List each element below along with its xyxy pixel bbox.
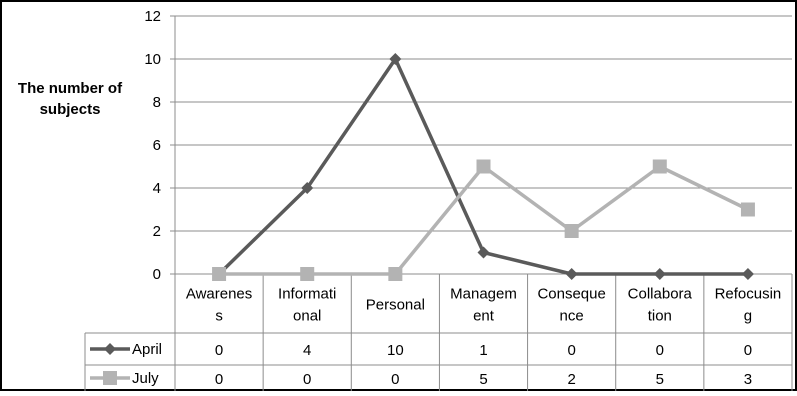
table-value: 3 bbox=[744, 371, 752, 388]
category-label: Conseque bbox=[537, 286, 605, 303]
y-tick-label: 2 bbox=[153, 223, 161, 240]
data-point-july bbox=[564, 224, 579, 238]
table-value: 0 bbox=[567, 342, 575, 359]
category-label: Personal bbox=[366, 297, 425, 314]
category-label: onal bbox=[293, 308, 321, 325]
table-value: 4 bbox=[303, 342, 311, 359]
data-point-july bbox=[388, 267, 403, 281]
y-tick-label: 12 bbox=[144, 8, 161, 25]
data-point-april bbox=[389, 53, 402, 65]
category-label: tion bbox=[648, 308, 672, 325]
category-label: Informati bbox=[278, 286, 336, 303]
table-value: 0 bbox=[744, 342, 752, 359]
table-value: 10 bbox=[387, 342, 404, 359]
table-value: 5 bbox=[479, 371, 487, 388]
table-value: 0 bbox=[215, 342, 223, 359]
table-value: 0 bbox=[303, 371, 311, 388]
y-tick-label: 4 bbox=[153, 180, 161, 197]
data-point-april bbox=[477, 246, 490, 259]
data-point-april bbox=[565, 268, 578, 280]
legend-series-name: April bbox=[132, 341, 162, 358]
data-point-july bbox=[300, 267, 315, 281]
data-point-july bbox=[476, 159, 491, 174]
legend-series-name: July bbox=[132, 370, 159, 387]
data-point-july bbox=[740, 202, 755, 217]
category-label: s bbox=[215, 308, 223, 325]
y-tick-label: 8 bbox=[153, 94, 161, 111]
category-label: Managem bbox=[450, 286, 517, 303]
data-point-april bbox=[653, 268, 666, 280]
category-label: Collabora bbox=[628, 286, 693, 303]
legend-key-marker bbox=[103, 371, 117, 385]
category-label: g bbox=[744, 308, 752, 325]
y-tick-label: 6 bbox=[153, 137, 161, 154]
category-label: Refocusin bbox=[715, 286, 782, 303]
y-axis-label: The number of subjects bbox=[17, 80, 123, 118]
table-value: 0 bbox=[391, 371, 399, 388]
y-tick-label: 0 bbox=[153, 266, 161, 283]
category-label: nce bbox=[560, 308, 584, 325]
table-value: 0 bbox=[656, 342, 664, 359]
data-point-april bbox=[741, 268, 754, 280]
data-point-july bbox=[652, 159, 667, 174]
data-point-april bbox=[301, 182, 314, 194]
table-value: 0 bbox=[215, 371, 223, 388]
legend-key-marker bbox=[104, 343, 116, 355]
table-value: 5 bbox=[656, 371, 664, 388]
data-point-july bbox=[212, 267, 227, 281]
category-label: ent bbox=[473, 308, 495, 325]
table-value: 2 bbox=[567, 371, 575, 388]
category-label: Awarenes bbox=[186, 286, 252, 303]
y-tick-label: 10 bbox=[144, 51, 161, 68]
table-value: 1 bbox=[479, 342, 487, 359]
